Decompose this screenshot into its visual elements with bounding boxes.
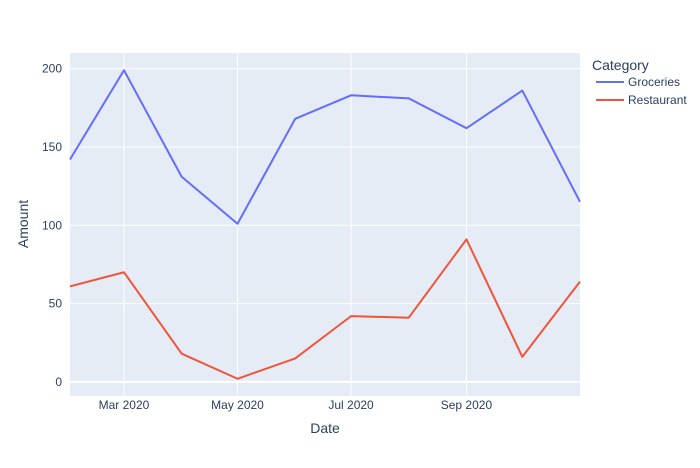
series-lines	[69, 69, 581, 380]
y-tick-labels: 0 50 100 150 200	[42, 62, 62, 389]
x-tick-label: Mar 2020	[99, 398, 150, 412]
y-tick-label: 0	[55, 375, 62, 389]
y-tick-label: 100	[42, 218, 62, 232]
x-tick-label: Jul 2020	[328, 398, 374, 412]
legend-items: Groceries Restaurant	[596, 75, 687, 107]
legend-label-restaurant: Restaurant	[628, 93, 687, 107]
series-line-restaurant	[69, 238, 581, 380]
y-tick-label: 200	[42, 62, 62, 76]
legend-title: Category	[592, 57, 649, 73]
y-tick-label: 150	[42, 140, 62, 154]
series-line-groceries	[69, 69, 581, 225]
y-axis-label: Amount	[15, 200, 31, 248]
x-tick-label: May 2020	[211, 398, 264, 412]
x-axis-label: Date	[310, 420, 340, 436]
x-tick-label: Sep 2020	[441, 398, 493, 412]
y-gridlines	[70, 68, 580, 383]
x-tick-labels: Mar 2020 May 2020 Jul 2020 Sep 2020	[99, 398, 493, 412]
legend-label-groceries: Groceries	[628, 75, 680, 89]
y-tick-label: 50	[49, 297, 63, 311]
legend: Category Groceries Restaurant	[592, 57, 687, 107]
